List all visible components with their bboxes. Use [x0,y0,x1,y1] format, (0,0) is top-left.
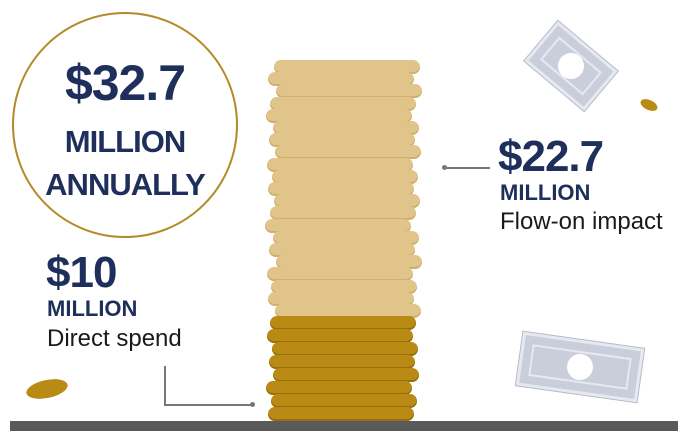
coin [266,108,412,123]
coin [268,182,414,196]
coin [265,218,411,233]
coin [269,243,415,257]
coin [273,121,419,135]
coin [272,169,418,184]
coin-icon [638,96,660,114]
coin [268,291,414,306]
direct-connector-dot [250,402,255,407]
direct-connector-line [164,404,252,406]
flow-on-label: Flow-on impact [500,208,663,235]
direct-unit: MILLION [47,296,138,321]
coin [275,145,421,160]
coin [274,60,420,74]
coin [272,342,418,356]
coin [270,206,416,221]
coin [276,84,422,99]
direct-label: Direct spend [47,325,182,352]
banknote-icon [524,21,618,111]
coin [274,194,420,209]
total-circle: $32.7 MILLION ANNUALLY [12,12,238,238]
coin [270,316,416,330]
coin [275,304,421,318]
coin [270,96,416,111]
coin [268,407,414,421]
coin [267,267,413,282]
flow-on-amount: $22.7 [498,132,604,181]
flow-on-unit: MILLION [500,180,591,205]
coin [273,230,419,245]
total-period: ANNUALLY [45,167,206,202]
coin [267,157,413,172]
total-unit: MILLION [64,124,186,159]
direct-connector-line [164,366,166,405]
ground-bar [10,421,678,431]
direct-amount: $10 [46,248,117,297]
coin [276,255,422,270]
coin [267,329,413,343]
coin-icon [24,375,70,403]
flow-on-connector-line [446,167,490,169]
coin [266,381,412,395]
flow-on-connector-dot [442,165,447,170]
coin [271,394,417,408]
coin [269,133,415,148]
coin [273,368,419,382]
banknote-icon [515,331,645,403]
coin [271,279,417,294]
total-amount: $32.7 [64,55,186,111]
coin [269,355,415,369]
coin [268,72,414,87]
